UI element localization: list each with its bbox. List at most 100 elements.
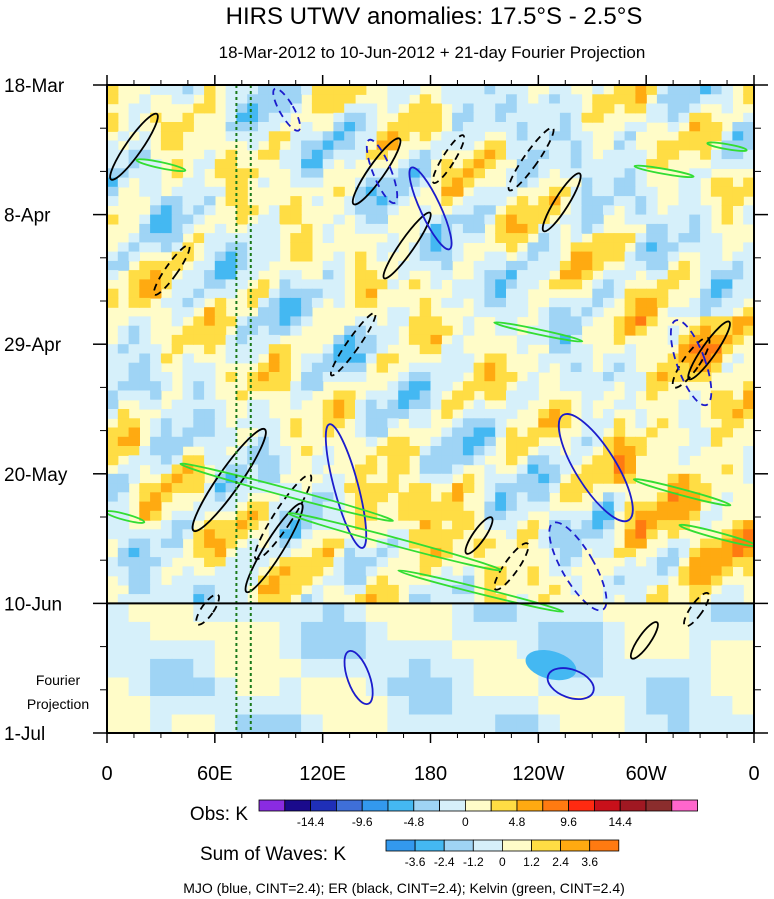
heatmap-cell [419,307,432,318]
projection-cell [581,696,604,716]
heatmap-cell [700,168,712,179]
heatmap-cell [743,177,754,188]
heatmap-cell [559,464,572,475]
projection-cell [710,714,734,733]
heatmap-cell [107,94,119,105]
heatmap-cell [193,584,205,595]
heatmap-cell [624,455,636,466]
projection-cell [516,714,539,733]
kelvin-contour [706,141,748,152]
colorbar-swatch [387,799,415,812]
heatmap-cell [301,297,313,308]
heatmap-cell [247,372,259,382]
heatmap-cell [549,473,561,484]
heatmap-cell [613,501,626,512]
heatmap-cell [171,427,184,438]
kelvin-contour [107,510,146,524]
heatmap-cell [689,186,701,197]
projection-cell [559,621,583,641]
heatmap-cell [430,390,442,401]
heatmap-cell [743,538,754,549]
heatmap-cell [290,538,302,549]
heatmap-cell [258,177,270,188]
heatmap-cell [128,288,140,299]
heatmap-cell [570,159,583,169]
heatmap-cell [430,344,442,355]
heatmap-cell [710,131,723,142]
heatmap-cell [635,409,647,419]
heatmap-cell [656,520,669,530]
heatmap-cell [398,307,410,318]
heatmap-cell [646,112,658,123]
heatmap-cell [700,492,712,503]
x-tick-label: 180 [414,763,447,785]
heatmap-cell [484,575,496,586]
heatmap-cell [441,566,453,577]
projection-cell [538,621,561,641]
heatmap-cell [592,547,604,558]
heatmap-cell [516,270,529,280]
heatmap-cell [182,418,194,429]
heatmap-cell [160,529,173,540]
heatmap-cell [204,334,216,345]
heatmap-cell [592,307,604,318]
heatmap-cell [279,538,291,549]
heatmap-cell [398,122,410,132]
heatmap-cell [700,362,712,373]
heatmap-cell [484,251,496,262]
heatmap-cell [171,122,184,132]
projection-cell [258,696,281,716]
heatmap-cell [365,177,378,188]
heatmap-cell [182,334,194,345]
heatmap-cell [721,427,733,438]
heatmap-cell [549,529,561,540]
heatmap-cell [506,233,518,243]
projection-label-line1: Fourier [36,672,81,688]
heatmap-cell [549,547,561,558]
heatmap-cell [441,399,453,410]
heatmap-cell [678,446,690,456]
heatmap-cell [603,353,615,364]
heatmap-cell [581,270,593,280]
heatmap-cell [538,307,550,318]
heatmap-cell [559,168,572,179]
heatmap-cell [171,307,184,318]
heatmap-cell [462,168,475,179]
heatmap-cell [204,279,216,290]
heatmap-cell [613,131,626,142]
projection-cell [322,658,345,678]
heatmap-cell [182,251,194,262]
heatmap-cell [398,390,410,401]
heatmap-cell [559,214,572,225]
heatmap-cell [344,344,356,355]
heatmap-cell [710,547,723,558]
heatmap-cell [301,131,313,142]
heatmap-cell [624,325,636,336]
heatmap-cell [484,362,496,373]
heatmap-cell [570,131,583,142]
heatmap-cell [689,196,701,206]
heatmap-cell [236,344,248,355]
heatmap-cell [689,242,701,253]
heatmap-cell [376,140,388,151]
heatmap-cell [408,279,421,290]
heatmap-cell [150,242,162,253]
heatmap-cell [419,149,432,160]
heatmap-cell [139,455,151,466]
heatmap-cell [150,214,162,225]
heatmap-cell [732,316,744,327]
heatmap-cell [700,260,712,271]
heatmap-cell [430,140,442,151]
heatmap-cell [268,307,281,318]
heatmap-cell [549,149,561,160]
heatmap-cell [301,501,313,512]
heatmap-cell [700,547,712,558]
heatmap-cell [581,520,593,530]
heatmap-cell [721,297,733,308]
heatmap-cell [225,464,237,475]
heatmap-cell [333,94,345,105]
heatmap-cell [441,186,453,197]
heatmap-cell [107,473,119,484]
heatmap-cell [549,483,561,493]
heatmap-cell [570,334,583,345]
